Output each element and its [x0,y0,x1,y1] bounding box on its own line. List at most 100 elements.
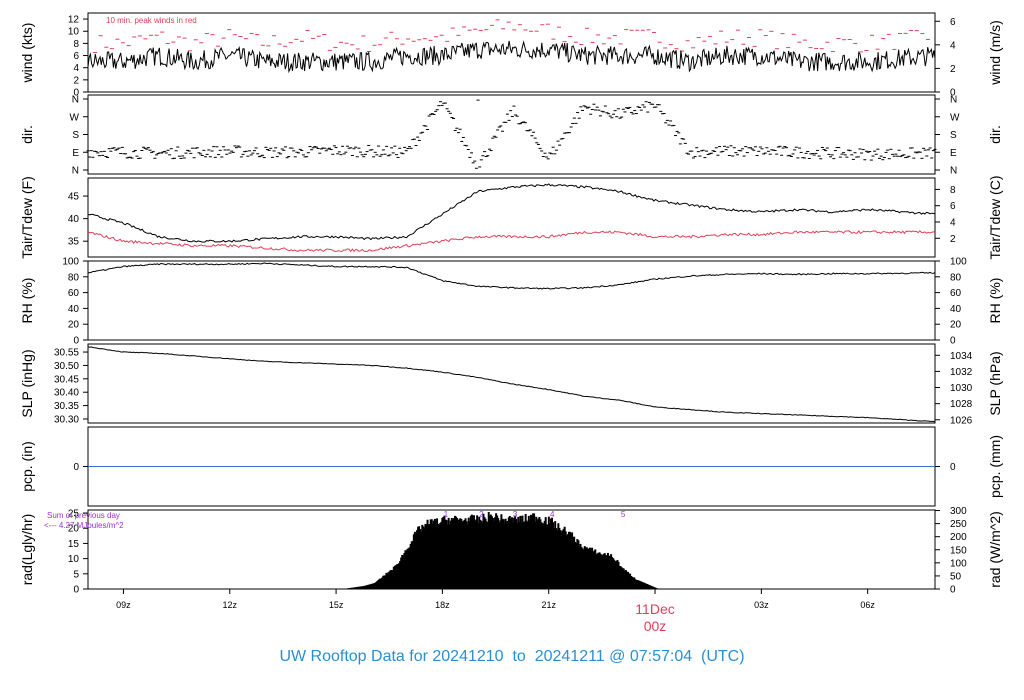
radiation-ytick-label-right: 100 [950,558,967,569]
wind-ytick-label-left: 8 [73,39,79,50]
radiation-ylabel-left: rad(Lgly/hr) [19,514,35,586]
rh-ytick-label-left: 20 [68,320,80,331]
rh-ytick-label-right: 80 [950,272,962,283]
xaxis-tick-label: 03z [754,600,769,610]
wind-ytick-label-left: 2 [73,75,79,86]
radiation-annotation-line2: <--- 4.27 MJoules/m^2 [44,521,124,530]
temperature-ytick-label-right: 8 [950,185,956,196]
direction-ytick-label-left: N [72,95,79,106]
direction-frame [87,94,936,175]
temperature-ytick-label-right: 4 [950,217,956,228]
slp-ytick-label-left: 30.50 [54,361,79,372]
wind-ytick-label-left: 4 [73,63,79,74]
xaxis-tick-label: 12z [222,600,237,610]
wind-annotation: 10 min. peak winds in red [106,16,197,25]
radiation-ytick-label-left: 25 [68,509,80,520]
temperature-ytick-label-right: 2 [950,234,956,245]
rh-ytick-label-left: 40 [68,304,80,315]
direction-ytick-label-right: E [950,148,957,159]
temperature-ylabel-right: Tair/Tdew (C) [987,175,1003,259]
direction-ytick-label-right: W [950,112,960,123]
rh-ytick-label-left: 0 [73,336,79,347]
slp-ytick-label-left: 30.45 [54,374,79,385]
radiation-ytick-label-right: 200 [950,532,967,543]
xaxis-tick-label: 09z [116,600,131,610]
xaxis-tick-label: 15z [329,600,344,610]
temperature-ytick-label-left: 40 [68,214,80,225]
temperature-ytick-label-left: 45 [68,192,80,203]
slp-ytick-label-left: 30.35 [54,401,79,412]
radiation-ytick-label-right: 0 [950,585,956,596]
temperature-ylabel-left: Tair/Tdew (F) [19,176,35,258]
radiation-ytick-label-right: 50 [950,571,962,582]
rh-ylabel-left: RH (%) [19,278,35,324]
precip-ytick-label-left: 0 [73,462,79,473]
rh-ytick-label-left: 80 [68,272,80,283]
rh-ytick-label-right: 40 [950,304,962,315]
wind-ytick-label-right: 0 [950,88,956,99]
rh-ytick-label-right: 0 [950,336,956,347]
precip-ylabel-right: pcp. (mm) [987,435,1003,498]
temperature-series-line [87,183,936,243]
chart-footer-title: UW Rooftop Data for 20241210 to 20241211… [279,648,745,665]
wind-frame [87,12,936,93]
temperature-ytick-label-right: 6 [950,201,956,212]
rh-ytick-label-right: 100 [950,257,967,268]
xaxis-tick-label: 18z [435,600,450,610]
slp-ytick-label-right: 1034 [950,351,973,362]
direction-ytick-label-left: W [70,112,80,123]
rh-frame [87,260,936,341]
slp-ytick-label-right: 1026 [950,415,973,426]
slp-ytick-label-right: 1030 [950,383,973,394]
direction-ylabel-left: dir. [19,125,35,144]
wind-ytick-label-right: 6 [950,17,956,28]
slp-ytick-label-left: 30.55 [54,348,79,359]
xaxis-tick-label: 21z [541,600,556,610]
rh-ylabel-right: RH (%) [987,278,1003,324]
slp-ytick-label-right: 1032 [950,367,973,378]
direction-ytick-label-right: N [950,166,957,177]
direction-ytick-label-left: N [72,166,79,177]
date-marker-hour: 00z [644,618,667,634]
radiation-ytick-label-left: 5 [73,569,79,580]
radiation-ytick-label-right: 150 [950,545,967,556]
slp-ytick-label-left: 30.30 [54,414,79,425]
temperature-frame [87,177,936,258]
date-marker-day: 11Dec [635,601,674,617]
wind-ytick-label-left: 10 [68,27,80,38]
radiation-hour-mark: 4 [550,510,555,519]
precip-ylabel-left: pcp. (in) [19,441,35,492]
radiation-ytick-label-left: 0 [73,585,79,596]
rh-series-line [87,262,936,290]
wind-ylabel-right: wind (m/s) [987,20,1003,86]
radiation-hour-mark: 2 [479,510,484,519]
radiation-ytick-label-left: 15 [68,539,80,550]
wind-ytick-label-right: 2 [950,64,956,75]
direction-ytick-label-right: N [950,95,957,106]
temperature-series-line [87,230,936,253]
wind-ytick-label-right: 4 [950,40,956,51]
slp-frame [87,343,936,424]
wind-ytick-label-left: 12 [68,15,80,26]
slp-ylabel-right: SLP (hPa) [987,351,1003,415]
wind-ytick-label-left: 0 [73,88,79,99]
slp-series-line [87,346,936,423]
rh-ytick-label-right: 60 [950,288,962,299]
rh-ytick-label-left: 60 [68,288,80,299]
radiation-ytick-label-left: 10 [68,554,80,565]
radiation-ytick-label-right: 250 [950,519,967,530]
radiation-hour-mark: 5 [621,510,626,519]
radiation-ytick-label-left: 20 [68,524,80,535]
radiation-ylabel-right: rad (W/m^2) [987,511,1003,588]
rh-ytick-label-left: 100 [62,257,79,268]
direction-ytick-label-left: E [72,148,79,159]
wind-series-line [87,40,936,74]
direction-ytick-label-right: S [950,130,957,141]
wind-ylabel-left: wind (kts) [19,23,35,84]
wind-ytick-label-left: 6 [73,51,79,62]
precip-ytick-label-right: 0 [950,462,956,473]
slp-ytick-label-left: 30.40 [54,388,79,399]
radiation-hour-mark: 3 [513,510,518,519]
